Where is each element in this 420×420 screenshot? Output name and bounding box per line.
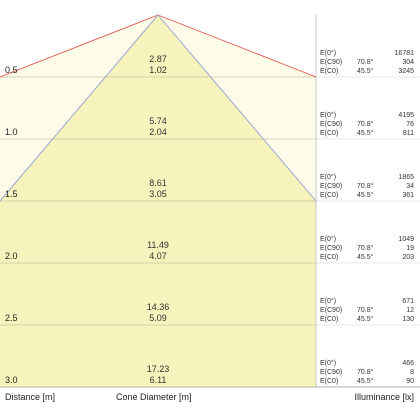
- cone-diameter-c0: 1.02: [149, 65, 167, 75]
- cone-diameter-c90: 2.87: [149, 54, 167, 64]
- distance-label: 0.5: [5, 65, 18, 75]
- illuminance-row-label: E(0°): [320, 49, 336, 57]
- illuminance-row-label: E(0°): [320, 173, 336, 181]
- illuminance-row-label: E(0°): [320, 359, 336, 367]
- illuminance-row-label: E(0°): [320, 235, 336, 243]
- illuminance-value: 130: [402, 316, 414, 323]
- illuminance-row-label: E(C0): [320, 192, 338, 199]
- y-axis-label: Illuminance [lx]: [354, 392, 414, 402]
- half-angle-label: 70.8°: [357, 182, 374, 190]
- illuminance-value: 19: [406, 245, 414, 252]
- illuminance-row-label: E(0°): [320, 297, 336, 305]
- illuminance-value: 76: [406, 121, 414, 128]
- illuminance-row-label: E(C90): [320, 183, 342, 190]
- cone-diameter-c90: 17.23: [147, 364, 170, 374]
- illuminance-value: 466: [402, 360, 414, 367]
- cone-diameter-c0: 5.09: [149, 313, 167, 323]
- illuminance-row-label: E(C90): [320, 307, 342, 314]
- half-angle-label: 70.8°: [357, 120, 374, 128]
- distance-label: 1.0: [5, 127, 18, 137]
- half-angle-label: 70.8°: [357, 368, 374, 376]
- illuminance-row-label: E(0°): [320, 111, 336, 119]
- x-axis-label: Distance [m]: [5, 392, 55, 402]
- cone-c90-edge-right: [157, 14, 317, 78]
- cone-diameter-c90: 8.61: [149, 178, 167, 188]
- cone-c0-edge-left: [0, 14, 159, 202]
- cone-diameter-c0: 3.05: [149, 189, 167, 199]
- illuminance-value: 671: [402, 298, 414, 305]
- cone-diameter-c90: 5.74: [149, 116, 167, 126]
- half-angle-label: 70.8°: [357, 58, 374, 66]
- illuminance-value: 12: [406, 307, 414, 314]
- distance-label: 2.0: [5, 251, 18, 261]
- illuminance-value: 304: [402, 59, 414, 66]
- illuminance-value: 8: [410, 369, 414, 376]
- cone-diameter-c90: 14.36: [147, 302, 170, 312]
- half-angle-label: 45.5°: [357, 129, 374, 137]
- distance-label: 2.5: [5, 313, 18, 323]
- cone-c0-edge-right: [157, 14, 317, 202]
- illuminance-value: 1049: [398, 236, 414, 243]
- illuminance-row-label: E(C0): [320, 254, 338, 261]
- half-angle-label: 45.5°: [357, 191, 374, 199]
- illuminance-value: 3245: [398, 68, 414, 75]
- half-angle-label: 45.5°: [357, 315, 374, 323]
- illuminance-row-label: E(C0): [320, 68, 338, 75]
- illuminance-row-label: E(C0): [320, 316, 338, 323]
- distance-label: 3.0: [5, 375, 18, 385]
- cone-diameter-c0: 2.04: [149, 127, 167, 137]
- cone-c90-edge-left: [0, 14, 159, 78]
- illuminance-row-label: E(C0): [320, 130, 338, 137]
- illuminance-value: 361: [402, 192, 414, 199]
- illuminance-value: 1865: [398, 174, 414, 181]
- illuminance-row-label: E(C90): [320, 59, 342, 66]
- illuminance-row-label: E(C90): [320, 245, 342, 252]
- half-angle-label: 70.8°: [357, 306, 374, 314]
- illuminance-value: 203: [402, 254, 414, 261]
- labels-layer: 0.5 2.871.02 E(0°) 16781 E(C90) 70.8° 304 E(C0)…: [5, 49, 414, 385]
- illuminance-row-label: E(C0): [320, 378, 338, 385]
- half-angle-label: 45.5°: [357, 377, 374, 385]
- cone-diameter-c90: 11.49: [147, 240, 169, 250]
- illuminance-row-label: E(C90): [320, 121, 342, 128]
- illuminance-value: 90: [406, 378, 414, 385]
- cone-diameter-c0: 4.07: [149, 251, 167, 261]
- illuminance-value: 4195: [398, 112, 414, 119]
- illuminance-value: 811: [403, 130, 414, 137]
- illuminance-row-label: E(C90): [320, 369, 342, 376]
- cone-diameter-c0: 6.11: [150, 375, 167, 385]
- cone-lines-layer: [0, 14, 420, 388]
- half-angle-label: 45.5°: [357, 67, 374, 75]
- diameter-axis-label: Cone Diameter [m]: [116, 392, 192, 402]
- illuminance-value: 34: [406, 183, 414, 190]
- half-angle-label: 45.5°: [357, 253, 374, 261]
- illuminance-value: 16781: [395, 50, 415, 57]
- half-angle-label: 70.8°: [357, 244, 374, 252]
- distance-label: 1.5: [5, 189, 18, 199]
